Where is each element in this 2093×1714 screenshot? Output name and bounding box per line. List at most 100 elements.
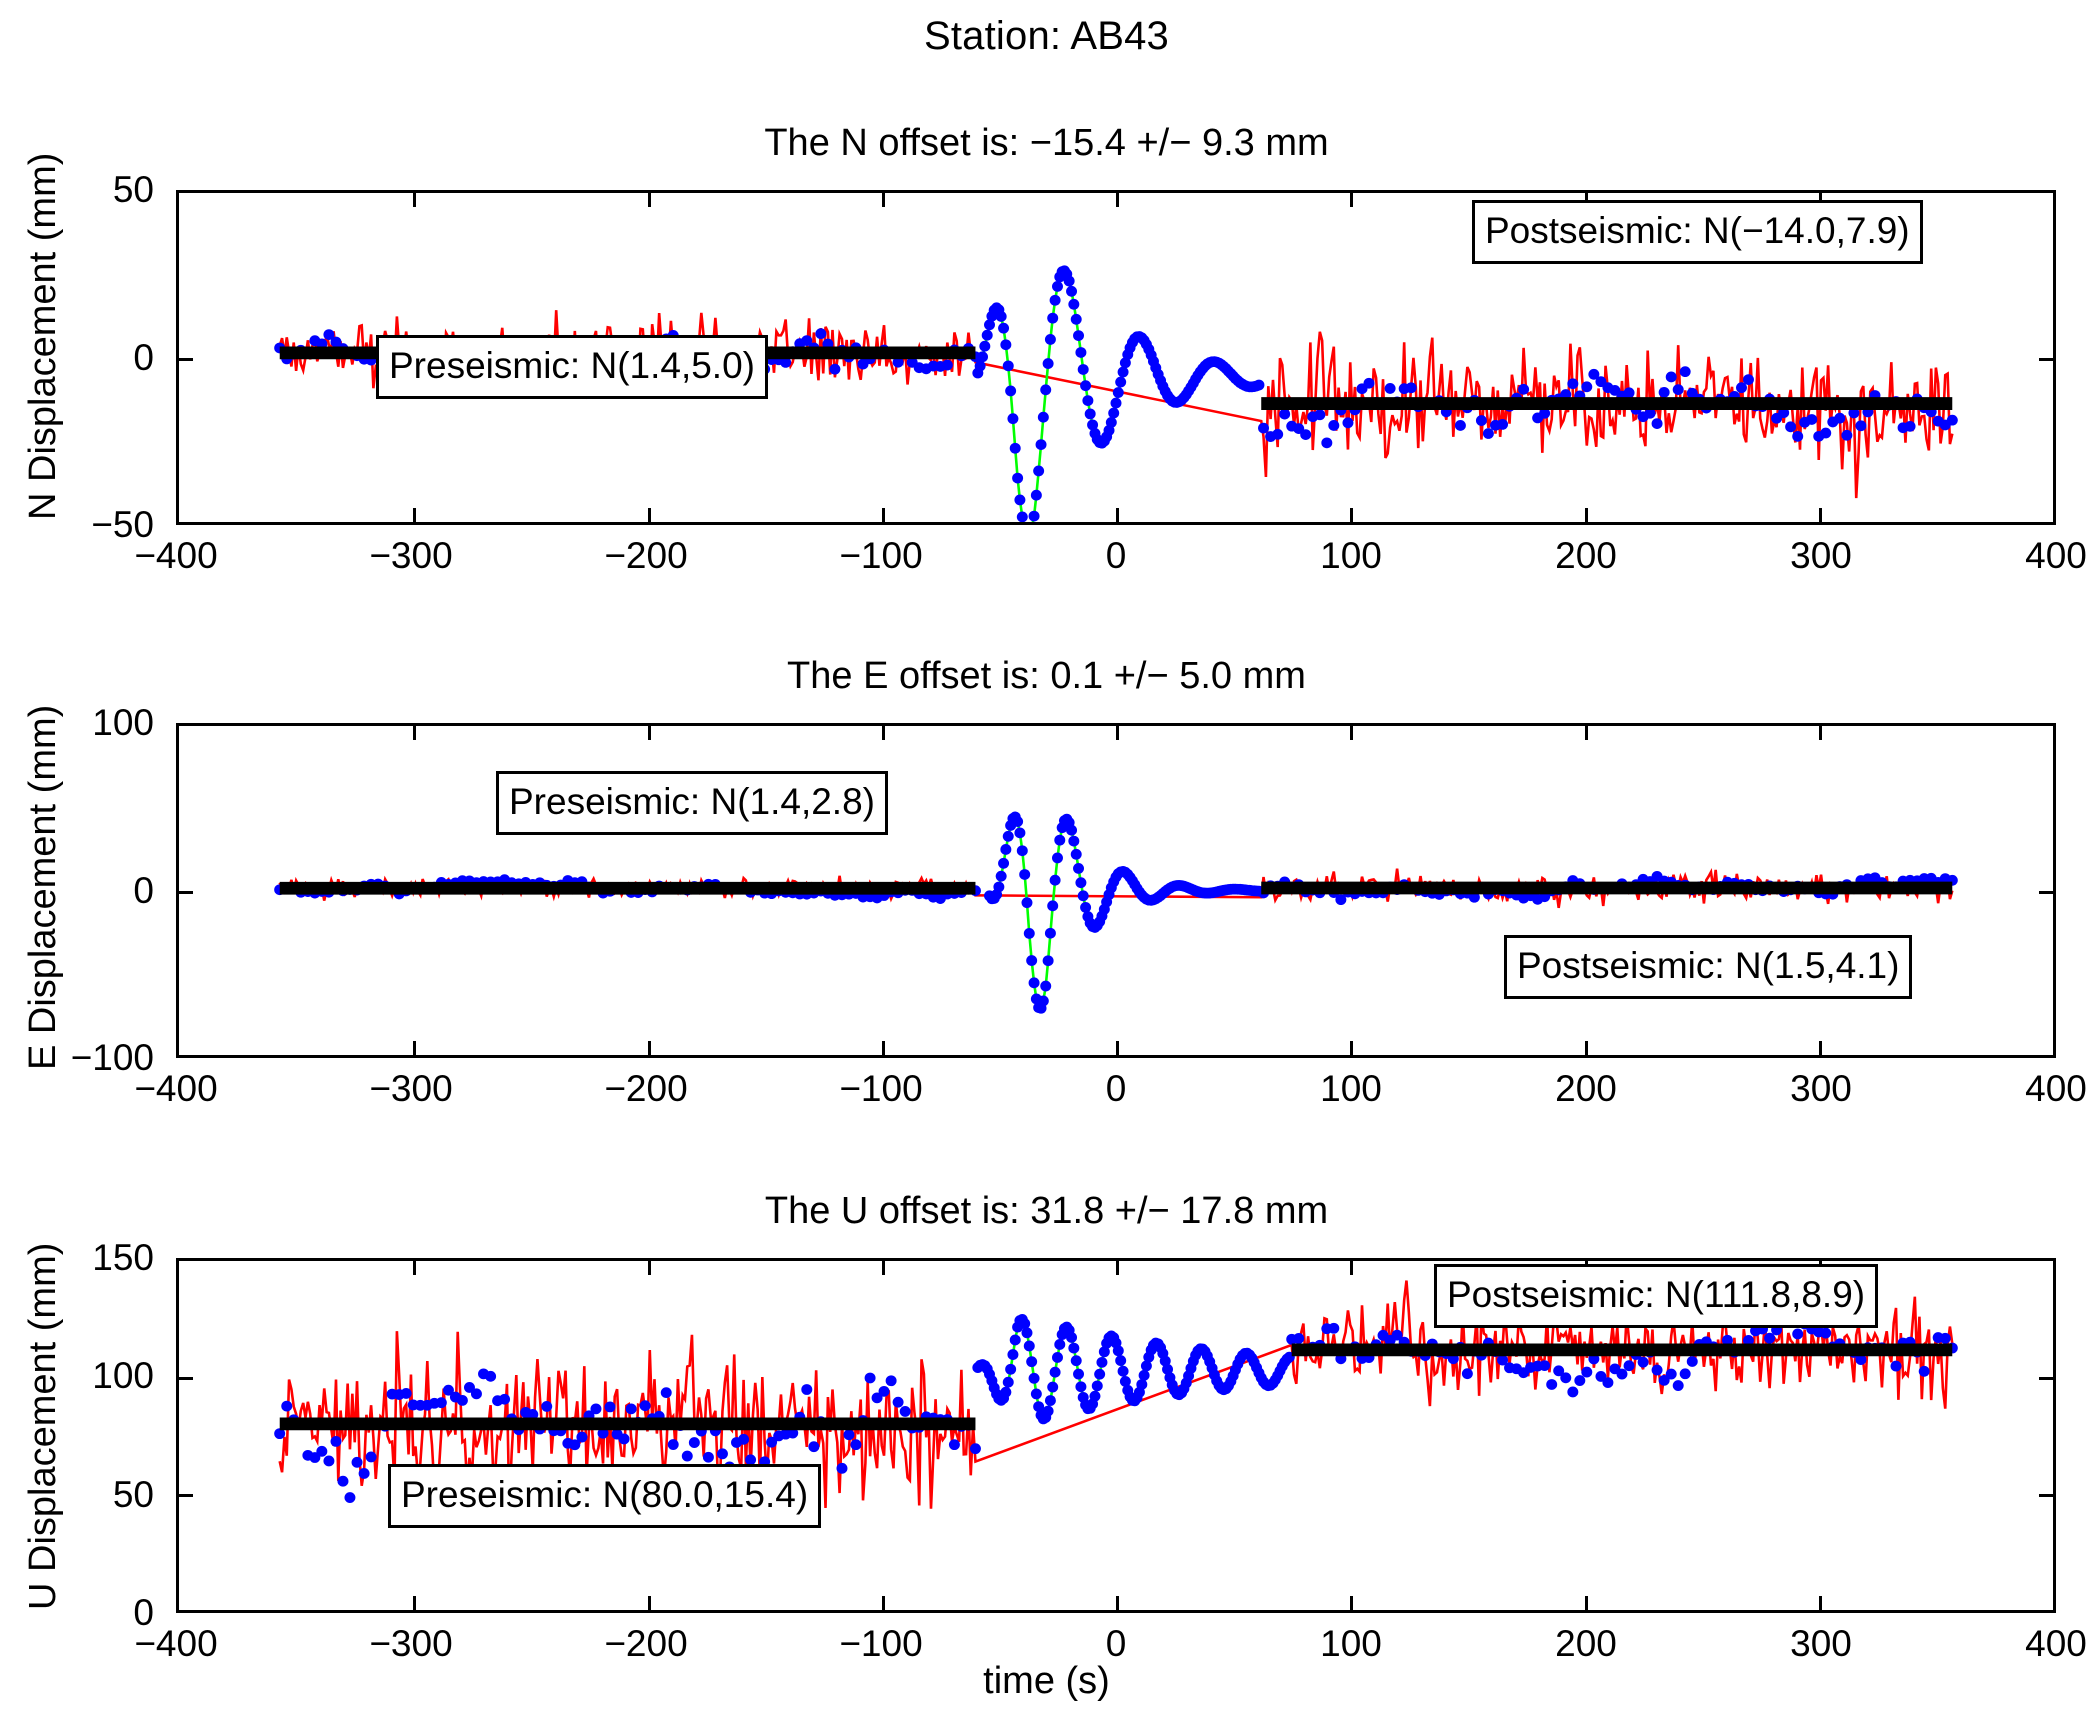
x-tick-label: −100 bbox=[839, 1068, 923, 1109]
x-tick-mark bbox=[1350, 508, 1354, 522]
x-tick-label: 300 bbox=[1790, 535, 1852, 576]
x-tick-mark bbox=[881, 726, 885, 740]
east-plot-area bbox=[176, 723, 2056, 1058]
x-tick-mark bbox=[647, 1596, 651, 1610]
up-panel: Preseismic: N(80.0,15.4) Postseismic: N(… bbox=[92, 1237, 2087, 1664]
east-postseismic-annotation: Postseismic: N(1.5,4.1) bbox=[1504, 935, 1913, 999]
x-tick-mark bbox=[1584, 1596, 1588, 1610]
x-tick-mark bbox=[881, 508, 885, 522]
x-tick-label: −100 bbox=[839, 535, 923, 576]
y-tick-label: 100 bbox=[92, 1355, 154, 1397]
up-postseismic-annotation: Postseismic: N(111.8,8.9) bbox=[1434, 1264, 1879, 1328]
x-tick-mark bbox=[1584, 726, 1588, 740]
y-tick-label: 150 bbox=[92, 1237, 154, 1278]
x-tick-mark bbox=[1584, 1041, 1588, 1055]
x-tick-mark bbox=[1350, 1261, 1354, 1275]
x-tick-label: −200 bbox=[604, 535, 688, 576]
x-tick-label: −400 bbox=[134, 535, 218, 576]
x-tick-label: 400 bbox=[2025, 535, 2087, 576]
x-tick-label: 100 bbox=[1320, 535, 1382, 576]
east-traces bbox=[274, 811, 1958, 1014]
north-panel: Preseismic: N(1.4,5.0) Postseismic: N(−1… bbox=[91, 169, 2087, 576]
up-y-axis-label: U Displacement (mm) bbox=[22, 1242, 64, 1610]
y-tick-label: 0 bbox=[133, 869, 154, 911]
y-tick-mark bbox=[179, 1493, 193, 1497]
x-tick-label: 100 bbox=[1320, 1623, 1382, 1664]
x-axis-label: time (s) bbox=[983, 1660, 1110, 1702]
x-tick-mark bbox=[647, 193, 651, 207]
y-tick-mark bbox=[179, 1377, 193, 1381]
y-tick-mark bbox=[2039, 1377, 2053, 1381]
x-tick-label: 100 bbox=[1320, 1068, 1382, 1109]
x-tick-mark bbox=[1116, 726, 1119, 740]
x-tick-mark bbox=[413, 1041, 417, 1055]
x-tick-mark bbox=[1818, 1041, 1822, 1055]
y-tick-mark bbox=[2039, 357, 2053, 361]
y-tick-mark bbox=[179, 890, 193, 894]
x-tick-mark bbox=[1350, 1041, 1354, 1055]
north-preseismic-annotation: Preseismic: N(1.4,5.0) bbox=[376, 335, 768, 399]
x-tick-mark bbox=[881, 1261, 885, 1275]
east-panel-title: The E offset is: 0.1 +/− 5.0 mm bbox=[787, 655, 1306, 697]
x-tick-mark bbox=[413, 726, 417, 740]
x-tick-mark bbox=[647, 1261, 651, 1275]
y-tick-label: 0 bbox=[133, 1592, 154, 1633]
x-tick-mark bbox=[1116, 1596, 1119, 1610]
x-tick-label: 0 bbox=[1105, 1068, 1127, 1109]
x-tick-label: −300 bbox=[369, 1623, 453, 1664]
y-tick-label: 0 bbox=[133, 336, 154, 378]
east-preseismic-annotation: Preseismic: N(1.4,2.8) bbox=[496, 771, 888, 835]
x-tick-label: −200 bbox=[604, 1623, 688, 1664]
x-tick-mark bbox=[413, 1596, 417, 1610]
north-y-axis-label: N Displacement (mm) bbox=[22, 152, 64, 520]
x-tick-mark bbox=[1350, 1596, 1354, 1610]
x-tick-label: 300 bbox=[1790, 1068, 1852, 1109]
x-tick-label: 0 bbox=[1105, 1623, 1127, 1664]
x-tick-mark bbox=[647, 508, 651, 522]
x-tick-mark bbox=[881, 193, 885, 207]
x-tick-mark bbox=[1116, 1041, 1119, 1055]
x-tick-label: 400 bbox=[2025, 1068, 2087, 1109]
up-panel-title: The U offset is: 31.8 +/− 17.8 mm bbox=[764, 1190, 1329, 1232]
north-panel-title: The N offset is: −15.4 +/− 9.3 mm bbox=[764, 122, 1329, 164]
x-tick-mark bbox=[647, 1041, 651, 1055]
x-tick-label: 0 bbox=[1105, 535, 1127, 576]
x-tick-label: −400 bbox=[134, 1623, 218, 1664]
x-tick-mark bbox=[1818, 1596, 1822, 1610]
x-tick-mark bbox=[1584, 508, 1588, 522]
x-tick-mark bbox=[413, 193, 417, 207]
x-tick-mark bbox=[647, 726, 651, 740]
x-tick-mark bbox=[1818, 508, 1822, 522]
x-tick-label: −300 bbox=[369, 535, 453, 576]
x-tick-mark bbox=[1818, 726, 1822, 740]
x-tick-mark bbox=[881, 1596, 885, 1610]
y-tick-label: −50 bbox=[91, 504, 154, 545]
x-tick-mark bbox=[413, 508, 417, 522]
y-tick-label: 100 bbox=[92, 702, 154, 743]
x-tick-mark bbox=[1116, 193, 1119, 207]
x-tick-label: 200 bbox=[1555, 1623, 1617, 1664]
x-tick-label: 400 bbox=[2025, 1623, 2087, 1664]
x-tick-label: 200 bbox=[1555, 535, 1617, 576]
x-tick-mark bbox=[881, 1041, 885, 1055]
x-tick-mark bbox=[1116, 1261, 1119, 1275]
figure-title: Station: AB43 bbox=[923, 14, 1169, 58]
east-y-axis-label: E Displacement (mm) bbox=[22, 704, 64, 1070]
y-tick-mark bbox=[179, 357, 193, 361]
north-postseismic-annotation: Postseismic: N(−14.0,7.9) bbox=[1472, 200, 1923, 264]
y-tick-label: 50 bbox=[112, 169, 154, 210]
x-tick-label: −400 bbox=[134, 1068, 218, 1109]
y-tick-mark bbox=[2039, 890, 2053, 894]
x-tick-label: −300 bbox=[369, 1068, 453, 1109]
up-preseismic-annotation: Preseismic: N(80.0,15.4) bbox=[388, 1464, 822, 1528]
x-tick-mark bbox=[1350, 193, 1354, 207]
x-tick-mark bbox=[1116, 508, 1119, 522]
x-tick-label: −100 bbox=[839, 1623, 923, 1664]
y-tick-mark bbox=[2039, 1493, 2053, 1497]
east-panel: Preseismic: N(1.4,2.8) Postseismic: N(1.… bbox=[71, 702, 2087, 1109]
x-tick-mark bbox=[1350, 726, 1354, 740]
y-tick-label: 50 bbox=[112, 1473, 154, 1515]
x-tick-label: −200 bbox=[604, 1068, 688, 1109]
x-tick-label: 300 bbox=[1790, 1623, 1852, 1664]
